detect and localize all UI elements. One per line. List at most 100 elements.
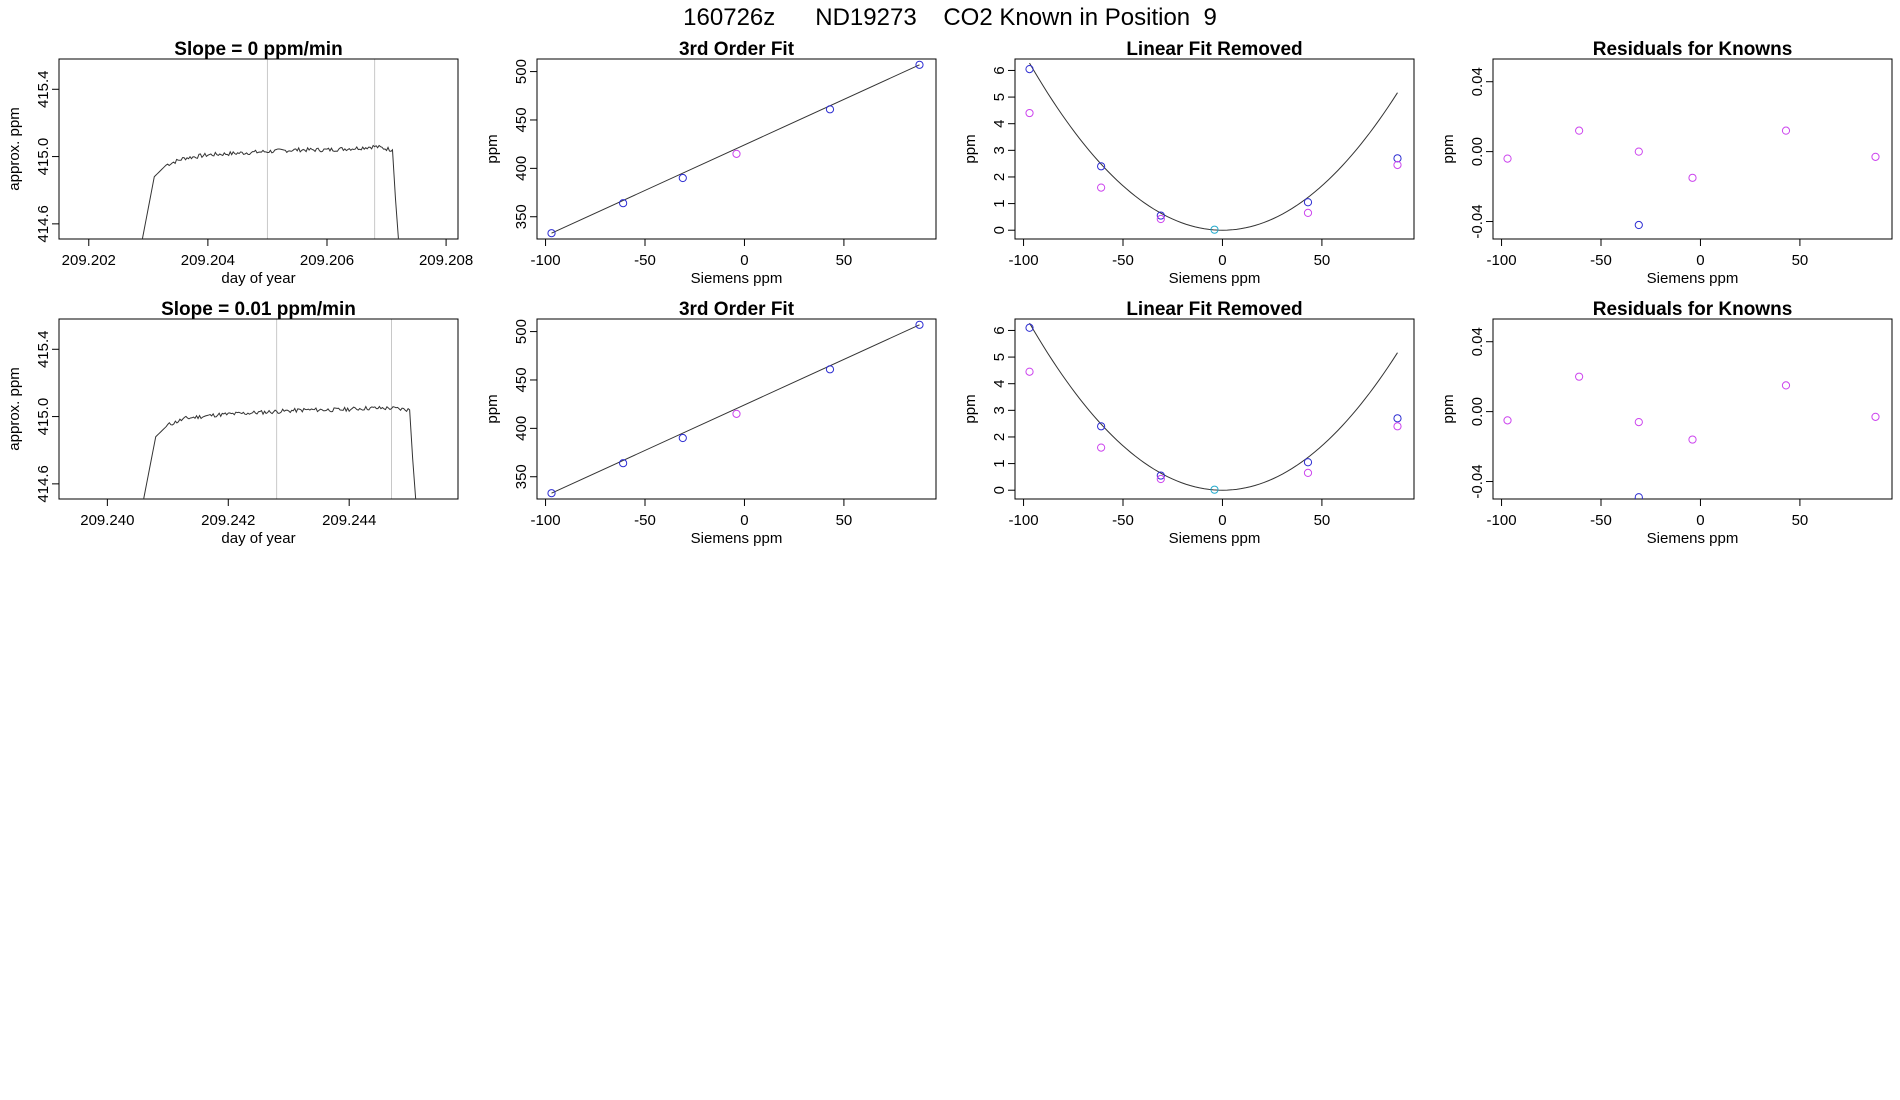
- fit-curve: [1029, 322, 1398, 491]
- y-tick-label: 0.04: [1469, 327, 1486, 356]
- x-tick-label: -50: [634, 252, 656, 269]
- x-axis-label: Siemens ppm: [691, 530, 783, 547]
- x-tick-label: 0: [1696, 512, 1704, 529]
- data-point: [678, 173, 687, 183]
- y-tick-label: 6: [991, 326, 1008, 334]
- data-line: [141, 144, 399, 239]
- x-tick-label: -100: [1487, 512, 1517, 529]
- data-point: [1025, 367, 1034, 376]
- page-title: 160726z ND19273 CO2 Known in Position 9: [683, 4, 1217, 31]
- data-point: [1097, 183, 1106, 192]
- data-point: [915, 60, 924, 69]
- x-axis-label: Siemens ppm: [1647, 270, 1739, 287]
- x-tick-label: 209.202: [62, 252, 116, 269]
- y-axis-label: ppm: [484, 394, 501, 423]
- chart-panel: Linear Fit Removed -100 -50 0 50 0 1 2 3 4 5 6 Sieme…: [962, 299, 1415, 547]
- plot-area: [143, 405, 417, 499]
- plot-area: [547, 320, 924, 498]
- data-point: [1210, 225, 1219, 234]
- x-tick-label: -50: [1112, 252, 1134, 269]
- data-point: [1871, 412, 1880, 421]
- y-axis-label: ppm: [962, 134, 979, 163]
- panel-title: Linear Fit Removed: [1126, 39, 1302, 60]
- y-axis-label: ppm: [1440, 134, 1457, 163]
- fit-curve: [1029, 62, 1398, 231]
- plot-frame: [58, 318, 459, 500]
- x-tick-label: 209.204: [181, 252, 235, 269]
- y-tick-label: 400: [513, 156, 530, 181]
- data-point: [1688, 435, 1697, 444]
- x-tick-label: -50: [1590, 512, 1612, 529]
- x-tick-label: 0: [740, 512, 748, 529]
- x-tick-label: -50: [1590, 252, 1612, 269]
- data-point: [1025, 65, 1034, 74]
- fit-line: [551, 324, 920, 494]
- data-point: [547, 229, 556, 238]
- data-point: [1871, 152, 1880, 161]
- y-tick-label: 350: [513, 204, 530, 229]
- data-point: [1025, 108, 1034, 118]
- x-axis-label: Siemens ppm: [1647, 530, 1739, 547]
- data-point: [1156, 474, 1165, 484]
- chart-panel: 3rd Order Fit -100 -50 0 50 350 400 450 500 Sieme…: [484, 39, 937, 287]
- data-point: [915, 320, 924, 329]
- data-point: [1303, 468, 1313, 478]
- y-tick-label: 400: [513, 416, 530, 441]
- x-axis-label: day of year: [221, 530, 295, 547]
- plot-area: [1503, 372, 1880, 499]
- x-tick-label: 50: [836, 252, 853, 269]
- y-axis-label: approx. ppm: [6, 107, 23, 190]
- y-axis-label: ppm: [484, 134, 501, 163]
- x-tick-label: 0: [1218, 252, 1226, 269]
- panel-title: Residuals for Knowns: [1593, 39, 1793, 60]
- data-point: [1303, 458, 1313, 467]
- panel-title: 3rd Order Fit: [679, 299, 795, 320]
- x-axis-label: Siemens ppm: [1169, 530, 1261, 547]
- data-point: [1156, 214, 1165, 224]
- data-point: [1575, 372, 1584, 381]
- data-point: [1393, 422, 1402, 431]
- y-tick-label: 500: [513, 319, 530, 344]
- data-point: [1503, 416, 1512, 425]
- y-axis-label: ppm: [1440, 394, 1457, 423]
- x-tick-label: 209.206: [300, 252, 354, 269]
- data-point: [1503, 154, 1512, 163]
- chart-panel: Slope = 0 ppm/min 209.202 209.204 209.206 20…: [6, 39, 473, 287]
- data-point: [1634, 220, 1643, 230]
- data-point: [825, 365, 835, 374]
- fit-line: [551, 64, 920, 234]
- data-point: [1575, 126, 1584, 135]
- data-point: [732, 409, 741, 418]
- y-tick-label: 450: [513, 107, 530, 132]
- y-tick-label: 414.6: [35, 465, 52, 503]
- y-tick-label: 1: [991, 459, 1008, 467]
- data-point: [1634, 418, 1643, 427]
- data-point: [1210, 485, 1219, 494]
- x-tick-label: 50: [1792, 252, 1809, 269]
- data-point: [1393, 160, 1402, 170]
- data-point: [1097, 443, 1106, 452]
- y-tick-label: 0.00: [1469, 397, 1486, 426]
- x-tick-label: 209.242: [201, 512, 255, 529]
- x-tick-label: -100: [1487, 252, 1517, 269]
- x-tick-label: -50: [634, 512, 656, 529]
- data-point: [1303, 208, 1313, 218]
- plot-frame: [1492, 58, 1893, 240]
- plot-area: [1025, 322, 1402, 494]
- panel-title: Residuals for Knowns: [1593, 299, 1793, 320]
- plot-frame: [1014, 58, 1415, 240]
- x-tick-label: 0: [1696, 252, 1704, 269]
- x-tick-label: -100: [531, 252, 561, 269]
- panel-title: Linear Fit Removed: [1126, 299, 1302, 320]
- y-tick-label: 6: [991, 66, 1008, 74]
- y-axis-label: approx. ppm: [6, 367, 23, 450]
- x-tick-label: 50: [1314, 252, 1331, 269]
- data-point: [1156, 211, 1165, 220]
- data-point: [1393, 414, 1402, 423]
- data-point: [732, 149, 741, 158]
- chart-panel: 3rd Order Fit -100 -50 0 50 350 400 450 500 Sieme…: [484, 299, 937, 547]
- x-tick-label: 0: [1218, 512, 1226, 529]
- data-point: [619, 459, 628, 468]
